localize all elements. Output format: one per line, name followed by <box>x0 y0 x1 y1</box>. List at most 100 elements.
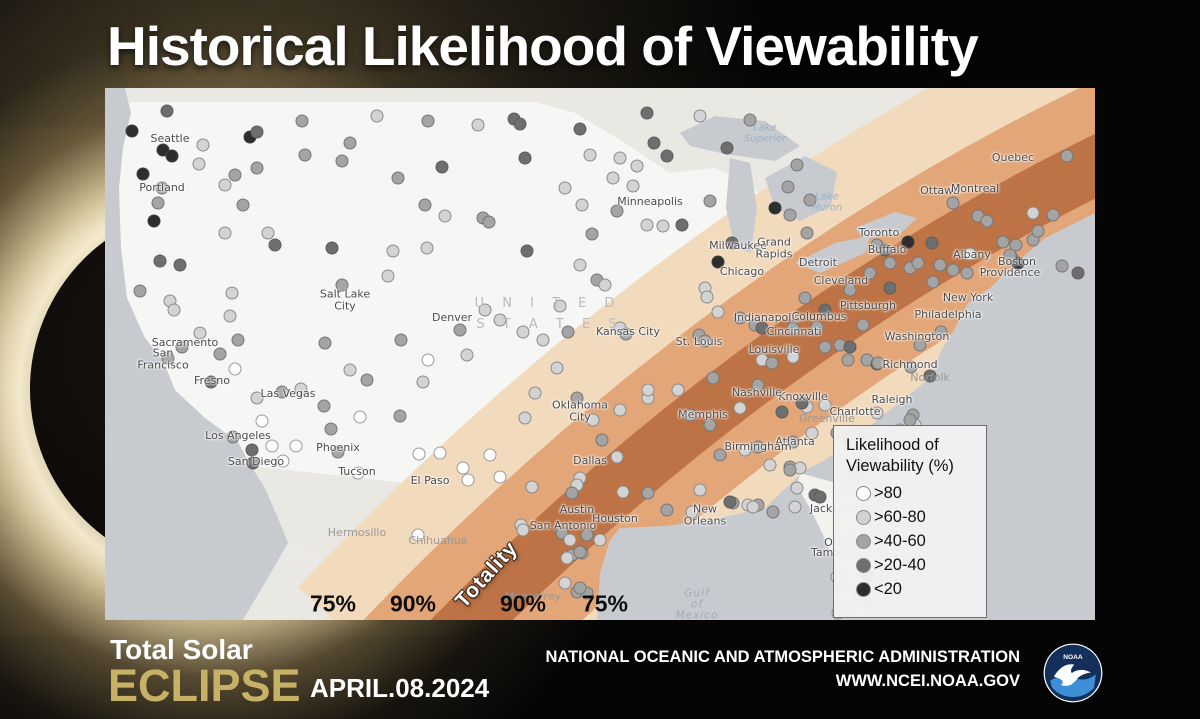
station-dot <box>810 320 824 334</box>
station-dot <box>1026 206 1040 220</box>
legend-swatch-circle <box>856 533 871 549</box>
station-dot <box>878 243 892 257</box>
station-dot <box>870 406 884 420</box>
station-dot <box>294 382 308 396</box>
station-dot <box>525 480 539 494</box>
footer-url: WWW.NCEI.NOAA.GOV <box>835 672 1020 690</box>
lake-michigan <box>726 158 757 253</box>
station-dot <box>250 161 264 175</box>
city-label: Grand Rapids <box>755 235 793 260</box>
city-label: Albany <box>953 248 991 262</box>
city-label: Boston <box>997 255 1037 269</box>
station-dot <box>946 196 960 210</box>
city-label: Houston <box>592 512 638 526</box>
station-dot <box>560 551 574 565</box>
city-label: Hermosillo <box>327 526 387 540</box>
station-dot <box>1046 208 1060 222</box>
station-dot <box>960 266 974 280</box>
station-dot <box>192 157 206 171</box>
station-dot <box>325 241 339 255</box>
station-dot <box>335 278 349 292</box>
station-dot <box>1071 266 1085 280</box>
city-label: San Antonio <box>529 519 597 533</box>
station-dot <box>317 399 331 413</box>
station-dot <box>151 196 165 210</box>
station-dot <box>818 398 832 412</box>
station-dot <box>324 422 338 436</box>
station-dot <box>416 375 430 389</box>
city-label: Fresno <box>193 374 231 388</box>
station-dot <box>980 214 994 228</box>
station-dot <box>913 338 927 352</box>
city-label: Philadelphia <box>914 308 982 322</box>
station-dot <box>630 159 644 173</box>
station-dot <box>800 226 814 240</box>
station-dot <box>223 309 237 323</box>
station-dot <box>250 125 264 139</box>
city-label: San Diego <box>227 455 285 469</box>
lake-ontario <box>855 212 917 239</box>
station-dot <box>155 181 169 195</box>
station-dot <box>805 426 819 440</box>
legend-item-label: >40-60 <box>874 531 926 550</box>
station-dot <box>693 109 707 123</box>
station-dot <box>738 443 752 457</box>
station-dot <box>660 503 674 517</box>
legend-item: <20 <box>856 580 978 599</box>
station-dot <box>1009 238 1023 252</box>
station-dot <box>640 106 654 120</box>
station-dot <box>606 171 620 185</box>
station-dot <box>610 450 624 464</box>
city-label: Washington <box>884 330 950 344</box>
city-label: Birmingham <box>724 440 792 454</box>
station-dot <box>946 263 960 277</box>
city-label: Seattle <box>150 132 190 146</box>
station-dot <box>783 463 797 477</box>
station-dot <box>520 244 534 258</box>
city-label: Indianapolis <box>733 311 801 325</box>
band-percent-label: 90% <box>499 590 547 617</box>
station-dot <box>683 408 697 422</box>
station-dot <box>843 340 857 354</box>
lake-superior <box>680 116 800 161</box>
station-dot <box>204 375 218 389</box>
station-dot <box>226 430 240 444</box>
lake-label: Lake Superior <box>743 122 787 144</box>
station-dot <box>573 122 587 136</box>
legend-swatch-circle <box>856 581 871 597</box>
station-dot <box>593 533 607 547</box>
city-label: Los Angeles <box>205 429 271 443</box>
station-dot <box>460 348 474 362</box>
station-dot <box>685 505 699 519</box>
station-dot <box>225 286 239 300</box>
station-dot <box>720 141 734 155</box>
station-dot <box>626 179 640 193</box>
station-dot <box>331 445 345 459</box>
city-label: Cincinnati <box>766 325 822 339</box>
station-dot <box>641 383 655 397</box>
station-dot <box>167 303 181 317</box>
station-dot <box>675 218 689 232</box>
station-dot <box>553 299 567 313</box>
station-dot <box>161 351 175 365</box>
station-dot <box>125 124 139 138</box>
station-dot <box>703 418 717 432</box>
station-dot <box>746 500 760 514</box>
city-label: Tampa <box>810 546 848 560</box>
station-dot <box>563 533 577 547</box>
legend-swatch-circle <box>856 557 871 573</box>
station-dot <box>711 255 725 269</box>
station-dot <box>671 383 685 397</box>
city-label: Ottawa <box>920 184 960 198</box>
station-dot <box>353 410 367 424</box>
station-dot <box>351 466 365 480</box>
station-dot <box>725 236 739 250</box>
station-dot <box>803 193 817 207</box>
station-dot <box>660 149 674 163</box>
city-label: Kansas City <box>596 325 660 339</box>
city-label: Cleveland <box>813 274 869 288</box>
watermark-label: S T A T E S <box>476 317 624 333</box>
legend: Likelihood of Viewability (%) >80 >60-80 >… <box>833 425 987 618</box>
station-dot <box>386 244 400 258</box>
